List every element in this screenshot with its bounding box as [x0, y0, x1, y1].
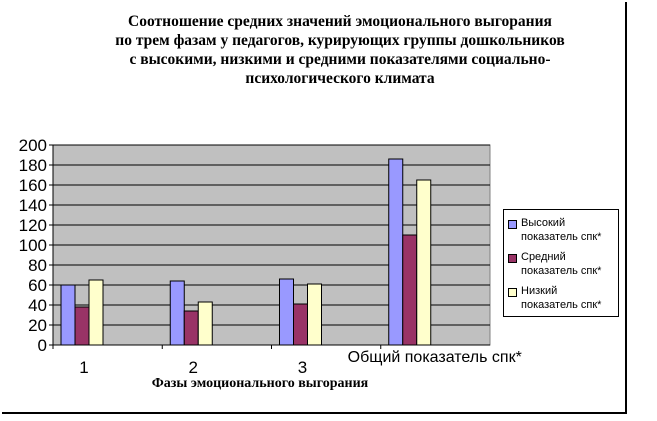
y-tick-label: 0: [38, 336, 47, 355]
chart-title-line-4: психологического климата: [245, 70, 435, 87]
y-tick-label: 140: [19, 196, 47, 215]
y-tick-label: 20: [28, 316, 47, 335]
chart-title: Соотношение средних значений эмоциональн…: [60, 12, 620, 88]
bar-low-2: [197, 301, 213, 346]
x-tick-label: Общий показатель спк*: [348, 349, 522, 366]
bar-high-2: [169, 280, 185, 346]
legend-label-medium: Средний показатель спк*: [521, 251, 602, 277]
legend-swatch-high: [508, 220, 517, 229]
chart-title-line-3: с высокими, низкими и средними показател…: [129, 51, 551, 68]
bar-medium-4: [402, 234, 418, 346]
legend-swatch-medium: [508, 254, 517, 263]
chart-title-line-1: Соотношение средних значений эмоциональн…: [128, 13, 552, 30]
chart-frame: [2, 2, 627, 414]
y-tick-label: 60: [28, 276, 47, 295]
y-tick-label: 180: [19, 156, 47, 175]
bar-medium-2: [183, 310, 199, 346]
x-axis-label: Фазы эмоционального выгорания: [151, 376, 369, 391]
bar-medium-1: [74, 306, 90, 346]
bar-high-1: [60, 284, 76, 346]
y-tick-label: 80: [28, 256, 47, 275]
x-tick-label: 2: [189, 358, 198, 377]
chart-title-line-2: по трем фазам у педагогов, курирующих гр…: [115, 32, 565, 49]
y-tick-label: 120: [19, 216, 47, 235]
bar-low-1: [88, 279, 104, 346]
bar-medium-3: [293, 303, 308, 346]
y-tick-label: 40: [28, 296, 47, 315]
legend: Высокий показатель спк* Средний показате…: [503, 209, 619, 317]
y-tick-label: 200: [19, 136, 47, 155]
x-tick-label: 3: [298, 358, 307, 377]
bar-low-3: [307, 283, 322, 346]
legend-label-low: Низкий показатель спк*: [521, 285, 602, 311]
legend-swatch-low: [508, 288, 517, 297]
bar-high-4: [388, 158, 404, 346]
bar-high-3: [279, 278, 294, 346]
y-tick-label: 160: [19, 176, 47, 195]
legend-label-high: Высокий показатель спк*: [521, 217, 602, 243]
y-tick-label: 100: [19, 236, 47, 255]
bar-low-4: [416, 179, 432, 346]
x-tick-label: 1: [79, 358, 88, 377]
